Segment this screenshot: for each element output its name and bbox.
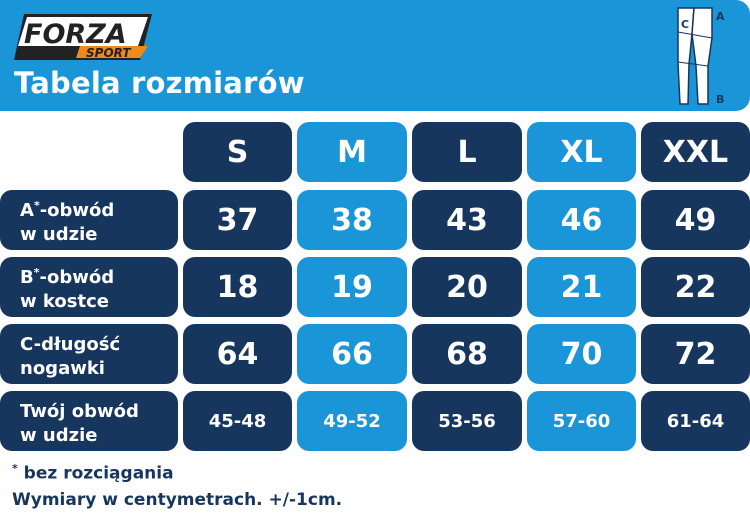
header-banner: FORZA SPORT Tabela rozmiarów C A B bbox=[0, 0, 750, 111]
size-header-s: S bbox=[183, 122, 292, 182]
value-cell: 53-56 bbox=[412, 391, 522, 451]
value-cell: 37 bbox=[183, 190, 292, 250]
value-cell: 68 bbox=[412, 324, 522, 384]
row-label: A*-obwód w udzie bbox=[0, 190, 178, 250]
value-cell: 45-48 bbox=[183, 391, 292, 451]
footnote: * bez rozciągania bbox=[12, 462, 174, 484]
value-cell: 19 bbox=[297, 257, 407, 317]
page-title: Tabela rozmiarów bbox=[14, 66, 305, 100]
value-cell: 70 bbox=[527, 324, 636, 384]
size-header-xl: XL bbox=[527, 122, 636, 182]
label-a: A bbox=[716, 10, 725, 23]
forza-sport-logo: FORZA SPORT bbox=[14, 14, 152, 60]
value-cell: 49-52 bbox=[297, 391, 407, 451]
label-b: B bbox=[716, 93, 724, 106]
value-cell: 66 bbox=[297, 324, 407, 384]
label-c: C bbox=[681, 18, 689, 31]
value-cell: 21 bbox=[527, 257, 636, 317]
leg-warmer-diagram-icon: C A B bbox=[677, 7, 725, 106]
value-cell: 43 bbox=[412, 190, 522, 250]
value-cell: 22 bbox=[641, 257, 750, 317]
size-header-l: L bbox=[412, 122, 522, 182]
value-cell: 49 bbox=[641, 190, 750, 250]
row-label: C-długość nogawki bbox=[0, 324, 178, 384]
value-cell: 61-64 bbox=[641, 391, 750, 451]
size-header-m: M bbox=[297, 122, 407, 182]
value-cell: 64 bbox=[183, 324, 292, 384]
value-cell: 20 bbox=[412, 257, 522, 317]
row-label: B*-obwód w kostce bbox=[0, 257, 178, 317]
svg-text:SPORT: SPORT bbox=[86, 46, 131, 60]
row-label: Twój obwód w udzie bbox=[0, 391, 178, 451]
value-cell: 46 bbox=[527, 190, 636, 250]
size-header-xxl: XXL bbox=[641, 122, 750, 182]
value-cell: 18 bbox=[183, 257, 292, 317]
value-cell: 38 bbox=[297, 190, 407, 250]
units-note: Wymiary w centymetrach. +/-1cm. bbox=[12, 490, 343, 510]
value-cell: 57-60 bbox=[527, 391, 636, 451]
svg-text:FORZA: FORZA bbox=[24, 19, 127, 50]
value-cell: 72 bbox=[641, 324, 750, 384]
